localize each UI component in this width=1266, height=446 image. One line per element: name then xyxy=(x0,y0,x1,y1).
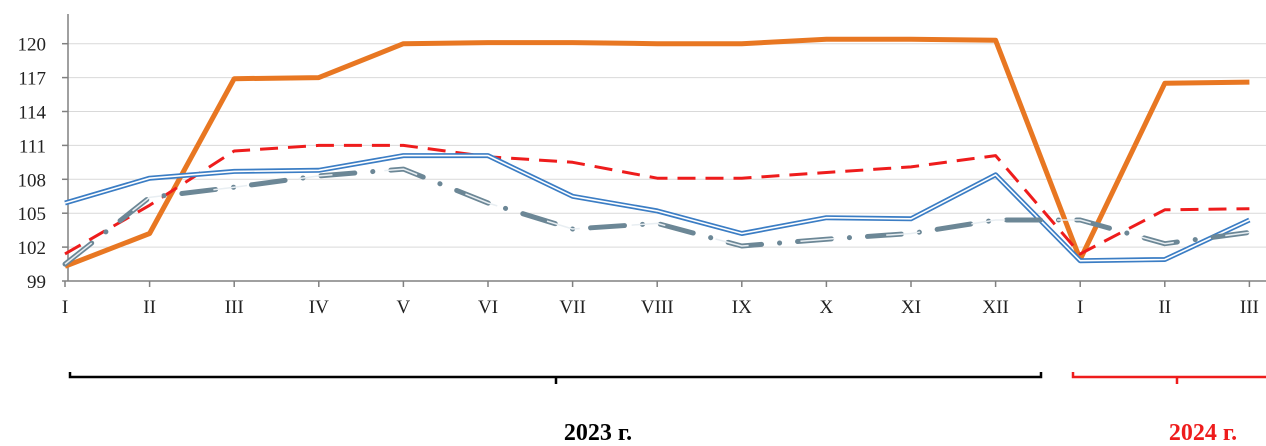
year-brace-2023 xyxy=(68,372,1043,384)
x-tick-label: IX xyxy=(732,297,752,318)
x-tick-label: VII xyxy=(559,297,585,318)
y-tick-labels: 99 102 105 108 111 114 117 120 xyxy=(18,35,68,293)
y-tick-label: 108 xyxy=(18,170,47,191)
x-tick-label: I xyxy=(1077,297,1083,318)
x-tick-label: V xyxy=(397,297,411,318)
series-lines xyxy=(62,36,1252,269)
y-tick-label: 102 xyxy=(18,238,47,259)
y-tick-label: 114 xyxy=(18,103,46,124)
x-tick-label: II xyxy=(1158,297,1171,318)
x-tick-label: III xyxy=(225,297,244,318)
year-label-2023: 2023 г. xyxy=(564,420,632,446)
x-tick-label: I xyxy=(62,297,68,318)
year-brace-2024 xyxy=(1071,372,1266,384)
x-tick-label: III xyxy=(1240,297,1259,318)
y-tick-label: 117 xyxy=(18,69,46,90)
series-line-orange xyxy=(64,36,1250,269)
x-tick-label: IV xyxy=(309,297,329,318)
x-tick-label: X xyxy=(820,297,834,318)
x-tick-label: XI xyxy=(901,297,921,318)
x-tick-label: XII xyxy=(982,297,1008,318)
series-line-grey-dash-dot-core xyxy=(64,168,1250,265)
series-line-red-dashed xyxy=(64,143,1250,256)
y-tick-label: 120 xyxy=(18,35,47,56)
x-tick-label: II xyxy=(143,297,156,318)
x-tick-label: VI xyxy=(478,297,498,318)
year-braces xyxy=(68,372,1266,384)
series-line-blue-double-core xyxy=(64,154,1250,262)
series-line-grey-dash-dot xyxy=(62,166,1252,267)
y-tick-label: 99 xyxy=(27,272,46,293)
x-tick-labels: I II III IV V VI VII VIII IX X XI XII I II III xyxy=(62,281,1259,318)
gridlines xyxy=(68,43,1266,248)
year-label-2024: 2024 г. xyxy=(1169,420,1237,446)
x-tick-label: VIII xyxy=(641,297,674,318)
y-tick-label: 105 xyxy=(18,204,47,225)
y-tick-label: 111 xyxy=(19,136,46,157)
